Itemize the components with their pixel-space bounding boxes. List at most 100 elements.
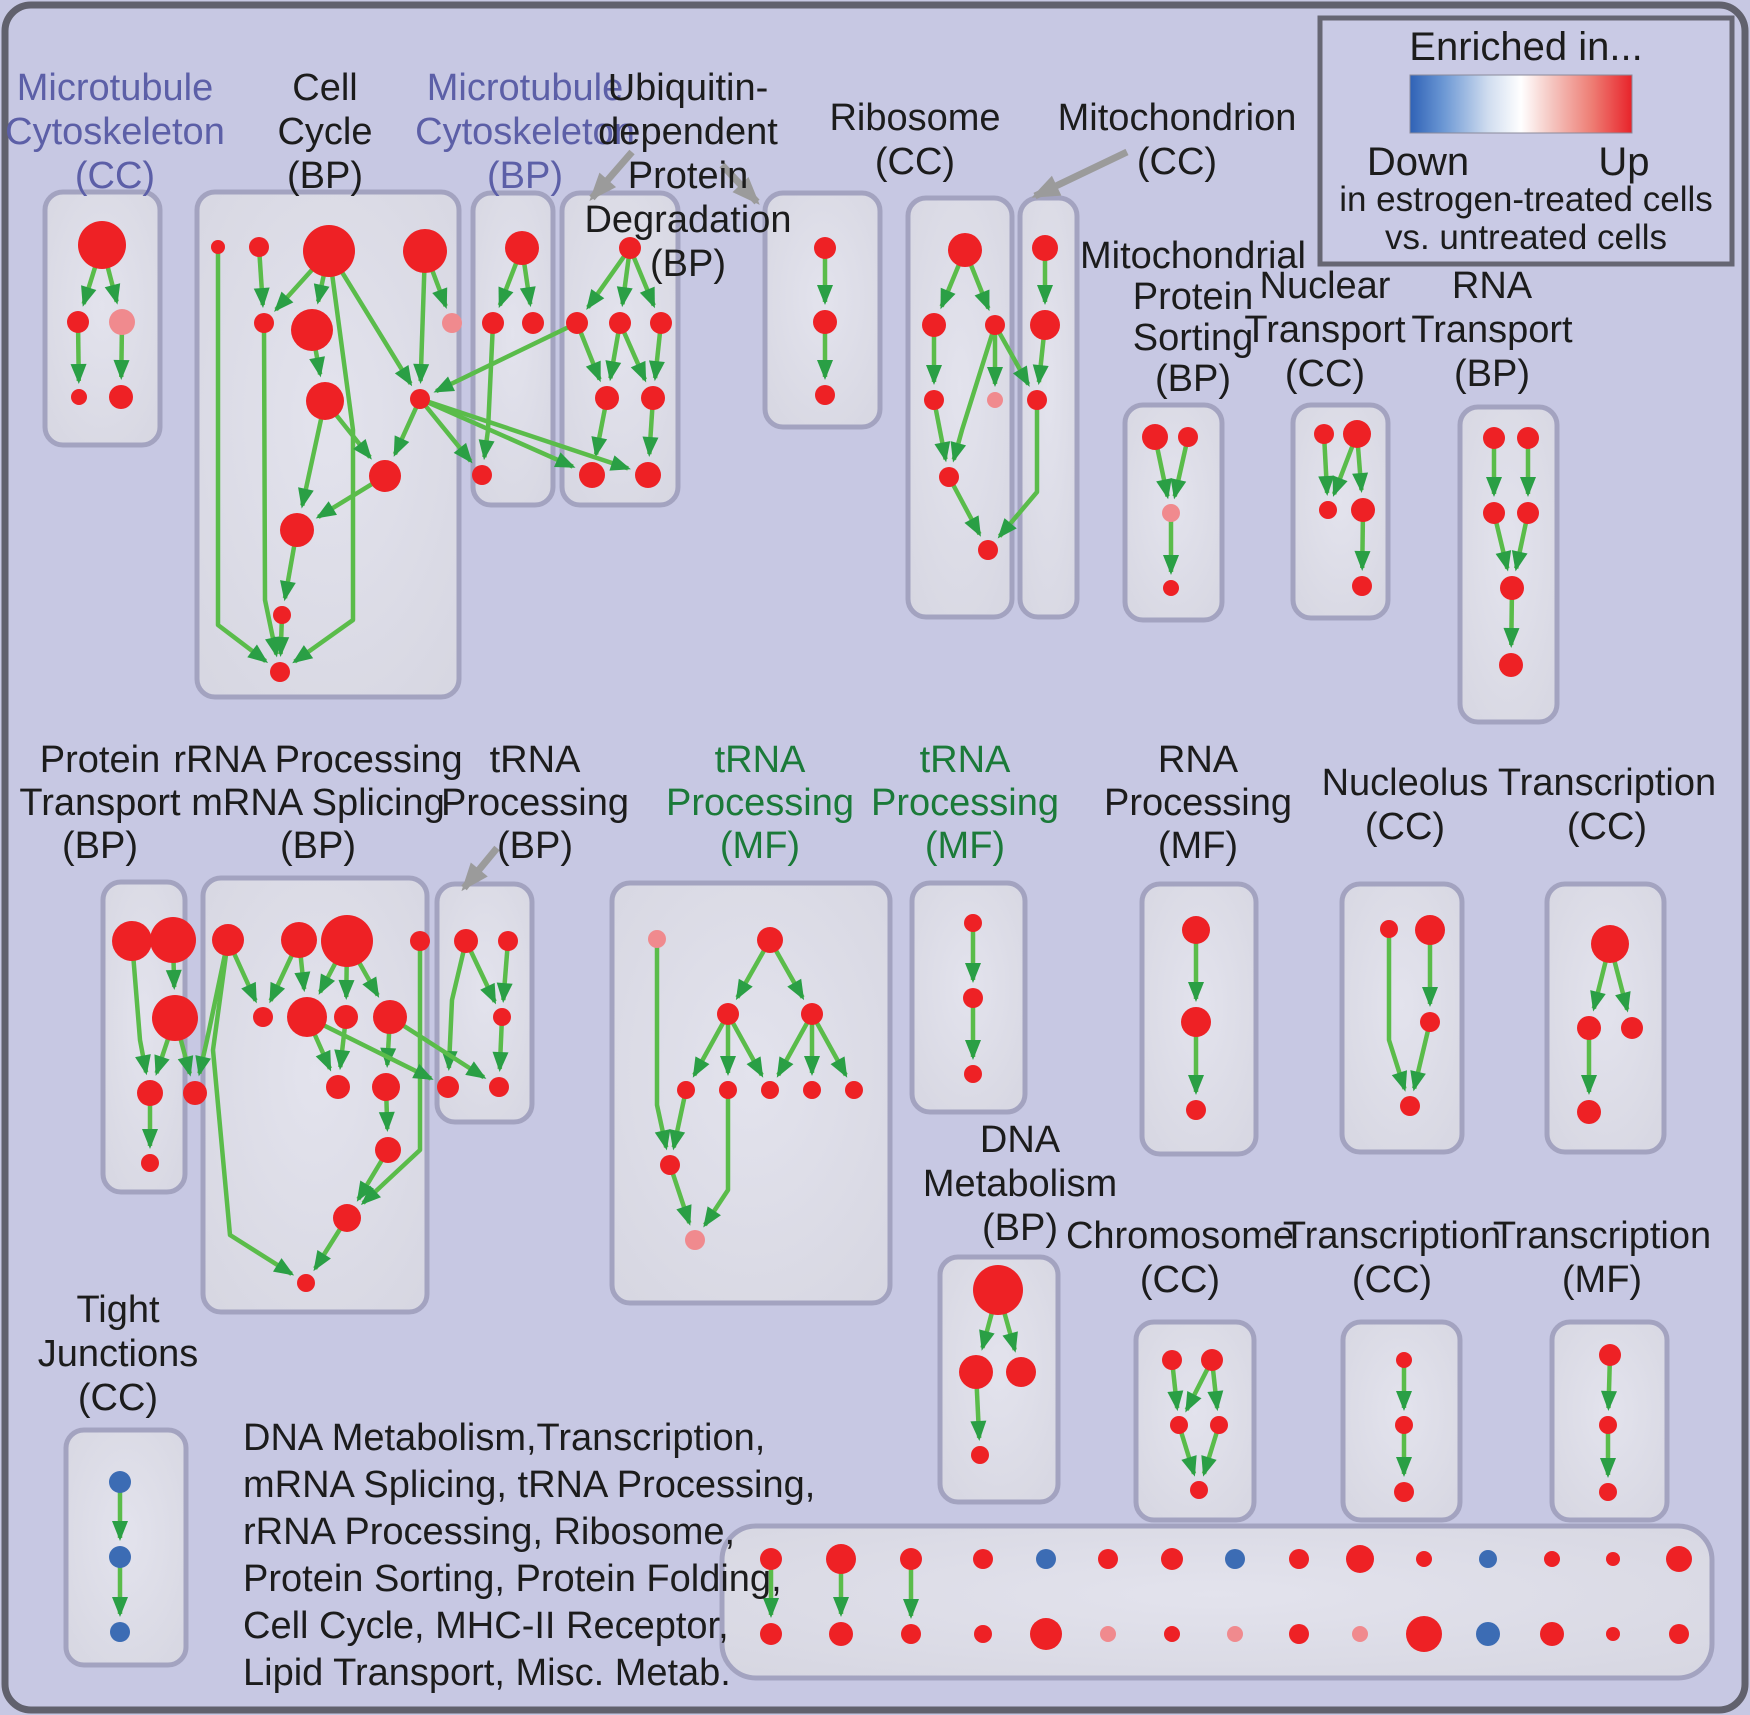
label-transcription-cc-mid: Transcription (CC) [1498,762,1716,848]
node-misc-strip-r2i [1476,1622,1500,1646]
node-microtubule-bp-c2 [522,312,544,334]
group-box-transcription-cc-mid [1544,881,1667,1155]
node-tight-junctions-a [109,1471,131,1493]
node-misc-strip-r1e [1225,1549,1245,1569]
node-microtubule-bp-c1 [482,312,504,334]
node-misc-strip-r2l [1669,1624,1689,1644]
label-rrna-mrna: rRNA Processing mRNA Splicing (BP) [173,739,462,867]
legend-gradient-bar [1409,74,1633,134]
node-ribosome-bot [978,540,998,560]
legend-title: Enriched in... [1409,25,1642,69]
node-transcription-cc-low-c [1394,1482,1414,1502]
node-misc-strip-p3t [900,1548,922,1570]
node-misc-strip-p1t [760,1548,782,1570]
edge-cell-cycle-13 [392,398,423,457]
node-rna-transport-a [1483,427,1505,449]
node-ubiquitin-1-c2 [609,312,631,334]
node-ribosome-r1 [985,315,1005,335]
node-cell-cycle-n6 [291,309,333,351]
node-transcription-mf-b [1599,1416,1617,1434]
edge-trna-mf-large-2 [692,1012,730,1078]
trna-bp-arrow [461,845,500,892]
node-mito-sorting-d [1163,580,1179,596]
node-trna-mf-small-a [964,914,982,932]
group-box-tight-junctions [63,1427,189,1668]
node-misc-strip-r1i [1479,1550,1497,1568]
node-protein-transport-C [152,995,198,1041]
node-microtubule-cc-b1 [71,389,87,405]
mitochondrion-arrow [1031,148,1129,200]
edge-cell-cycle-5 [292,250,356,664]
node-chromosome-ml [1170,1416,1188,1434]
node-rrna-mrna-M [334,1005,358,1029]
node-transcription-cc-low-b [1395,1416,1413,1434]
node-mito-sorting-p [1162,504,1180,522]
node-cell-cycle-n4 [403,229,447,273]
node-protein-transport-E [183,1081,207,1105]
ubiquitin-arrow-right [719,162,760,205]
node-misc-strip-r1k [1606,1552,1620,1566]
node-microtubule-cc-t [78,221,126,269]
label-cell-cycle: Cell Cycle (BP) [277,67,372,197]
node-misc-strip-r1j [1544,1551,1560,1567]
node-rna-processing-mf-b [1181,1007,1211,1037]
node-misc-strip-p1b [760,1623,782,1645]
node-trna-bp-T1 [454,929,478,953]
node-microtubule-cc-c1 [67,311,89,333]
node-trna-mf-large-m1 [717,1003,739,1025]
cross-edge-1 [419,396,576,469]
legend-subtitle-1: in estrogen-treated cells [1339,180,1713,219]
node-rrna-mrna-N [373,1000,407,1034]
node-rrna-mrna-L [287,997,327,1037]
edge-ribosome-5 [931,399,951,463]
node-nuclear-transport-e [1352,576,1372,596]
node-trna-mf-large-m2 [801,1003,823,1025]
edge-nucleolus-0 [1386,929,1408,1092]
edge-cell-cycle-0 [215,247,269,663]
node-cell-cycle-n11 [280,513,314,547]
node-transcription-cc-mid-big [1591,925,1629,963]
edge-trna-mf-large-9 [669,1089,689,1151]
node-microtubule-cc-b2 [109,385,133,409]
node-tight-junctions-b [109,1546,131,1568]
node-nucleolus-b [1415,915,1445,945]
node-chromosome-tl [1162,1350,1182,1370]
node-cell-cycle-n5 [254,313,274,333]
node-trna-mf-large-pk2 [685,1230,705,1250]
legend-subtitle-2: vs. untreated cells [1385,218,1667,257]
node-misc-strip-r2h [1406,1616,1442,1652]
node-cell-cycle-n2 [249,237,269,257]
node-rrna-mrna-S [297,1274,315,1292]
node-cell-cycle-n13 [270,662,290,682]
node-misc-strip-r1h [1416,1551,1432,1567]
node-ribosome-l3 [939,467,959,487]
group-box-mitochondrion [1017,195,1080,620]
group-box-microtubule-bp [470,190,556,508]
cross-edge-0 [418,397,473,464]
node-trna-mf-large-low [660,1155,680,1175]
node-ubiquitin-1-b1 [579,462,605,488]
node-misc-strip-p3b [901,1624,921,1644]
edge-cell-cycle-8 [261,322,281,658]
edge-ribosome-6 [947,475,982,537]
node-ubiquitin-1-m2 [641,386,665,410]
label-nuclear-transport: Nuclear Transport (CC) [1244,265,1406,395]
label-trna-mf-1: tRNA Processing (MF) [666,739,854,867]
edge-nucleolus-2 [1410,1021,1433,1092]
node-misc-strip-r2a [974,1625,992,1643]
node-mito-sorting-b [1178,427,1198,447]
node-trna-mf-small-c [964,1065,982,1083]
node-trna-bp-T3 [493,1008,511,1026]
node-misc-strip-r1c [1098,1549,1118,1569]
node-cell-cycle-n3 [303,225,355,277]
node-misc-strip-r2b [1030,1618,1062,1650]
legend-box [1317,15,1735,267]
label-ubiquitin: Ubiquitin-dependent Protein Degradation (BP… [584,67,791,285]
node-tight-junctions-c [110,1622,130,1642]
node-trna-mf-large-c [761,1081,779,1099]
node-protein-transport-F [141,1154,159,1172]
label-tight-junctions: Tight Junctions (CC) [38,1289,199,1419]
